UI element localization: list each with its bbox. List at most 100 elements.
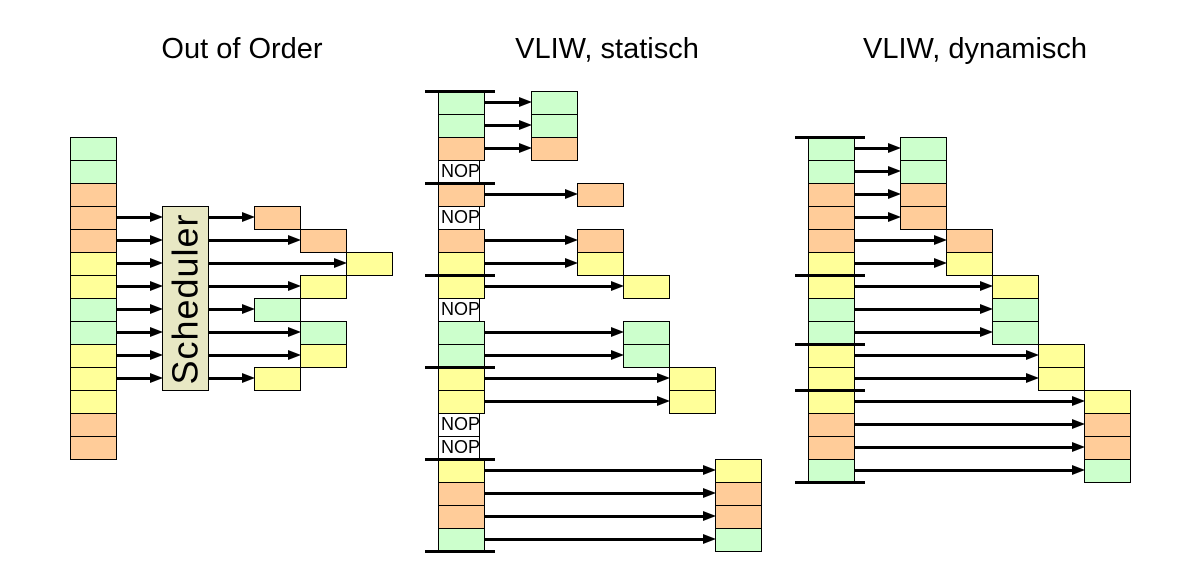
arrow-line: [854, 147, 890, 150]
arrow-line: [484, 239, 567, 242]
arrowhead-icon: [519, 120, 532, 130]
arrow: [116, 281, 163, 292]
arrowhead-icon: [611, 350, 624, 360]
arrow-line: [484, 354, 613, 357]
arrowhead-icon: [150, 258, 163, 268]
arrow: [854, 465, 1085, 476]
arrow: [484, 258, 578, 269]
arrowhead-icon: [150, 304, 163, 314]
arrow: [484, 235, 578, 246]
arrow-line: [484, 538, 705, 541]
arrowhead-icon: [703, 465, 716, 475]
arrow: [208, 373, 255, 384]
bundle-separator: [425, 274, 495, 277]
arrow-line: [484, 492, 705, 495]
output-block-yellow: [669, 390, 716, 414]
arrow: [854, 143, 901, 154]
arrow-line: [208, 308, 244, 311]
output-block-yellow: [946, 252, 993, 276]
bundle-separator: [795, 136, 865, 139]
instruction-block-yellow: [808, 252, 855, 276]
arrow: [854, 396, 1085, 407]
arrow: [484, 511, 716, 522]
arrowhead-icon: [980, 281, 993, 291]
arrow: [116, 350, 163, 361]
arrow: [484, 327, 624, 338]
instruction-block-orange: [438, 137, 485, 161]
bundle-separator: [795, 343, 865, 346]
instruction-block-orange: [70, 413, 117, 437]
instruction-block-yellow: [70, 275, 117, 299]
arrow: [484, 534, 716, 545]
arrowhead-icon: [888, 143, 901, 153]
arrowhead-icon: [288, 327, 301, 337]
instruction-block-green: [808, 137, 855, 161]
output-block-green: [992, 298, 1039, 322]
arrow-line: [854, 400, 1074, 403]
output-block-orange: [254, 206, 301, 230]
arrowhead-icon: [1072, 465, 1085, 475]
arrow-line: [854, 331, 982, 334]
output-block-yellow: [992, 275, 1039, 299]
nop-block: NOP: [438, 298, 480, 322]
arrow: [116, 373, 163, 384]
arrow-line: [116, 285, 152, 288]
arrow: [854, 442, 1085, 453]
instruction-block-orange: [70, 206, 117, 230]
arrow: [484, 350, 624, 361]
arrowhead-icon: [150, 350, 163, 360]
output-block-yellow: [300, 275, 347, 299]
arrowhead-icon: [980, 304, 993, 314]
arrow-line: [854, 377, 1028, 380]
arrowhead-icon: [565, 189, 578, 199]
bundle-separator: [425, 182, 495, 185]
arrow: [854, 373, 1039, 384]
arrow: [854, 189, 901, 200]
arrow: [484, 143, 532, 154]
output-block-green: [623, 344, 670, 368]
instruction-block-green: [438, 528, 485, 552]
nop-block: NOP: [438, 160, 480, 184]
arrow-line: [116, 331, 152, 334]
arrow: [116, 258, 163, 269]
arrowhead-icon: [565, 258, 578, 268]
arrowhead-icon: [703, 511, 716, 521]
arrow: [854, 166, 901, 177]
arrowhead-icon: [242, 304, 255, 314]
instruction-block-green: [70, 137, 117, 161]
output-block-orange: [531, 137, 578, 161]
arrowhead-icon: [934, 235, 947, 245]
arrow-line: [484, 515, 705, 518]
arrowhead-icon: [288, 281, 301, 291]
arrowhead-icon: [150, 281, 163, 291]
arrow: [208, 327, 301, 338]
instruction-block-yellow: [70, 367, 117, 391]
instruction-block-yellow: [808, 275, 855, 299]
arrow: [484, 97, 532, 108]
arrow-line: [854, 423, 1074, 426]
arrowhead-icon: [150, 235, 163, 245]
arrow: [854, 258, 947, 269]
arrowhead-icon: [888, 212, 901, 222]
arrowhead-icon: [519, 97, 532, 107]
arrow: [116, 212, 163, 223]
arrow-line: [116, 216, 152, 219]
arrow-line: [208, 216, 244, 219]
arrow-line: [208, 239, 290, 242]
arrowhead-icon: [242, 212, 255, 222]
bundle-separator: [795, 274, 865, 277]
output-block-green: [254, 298, 301, 322]
arrow-line: [484, 124, 521, 127]
arrow-line: [854, 354, 1028, 357]
output-block-yellow: [577, 252, 624, 276]
arrow: [116, 235, 163, 246]
arrowhead-icon: [657, 396, 670, 406]
output-block-yellow: [346, 252, 393, 276]
arrow: [854, 350, 1039, 361]
instruction-block-yellow: [70, 390, 117, 414]
